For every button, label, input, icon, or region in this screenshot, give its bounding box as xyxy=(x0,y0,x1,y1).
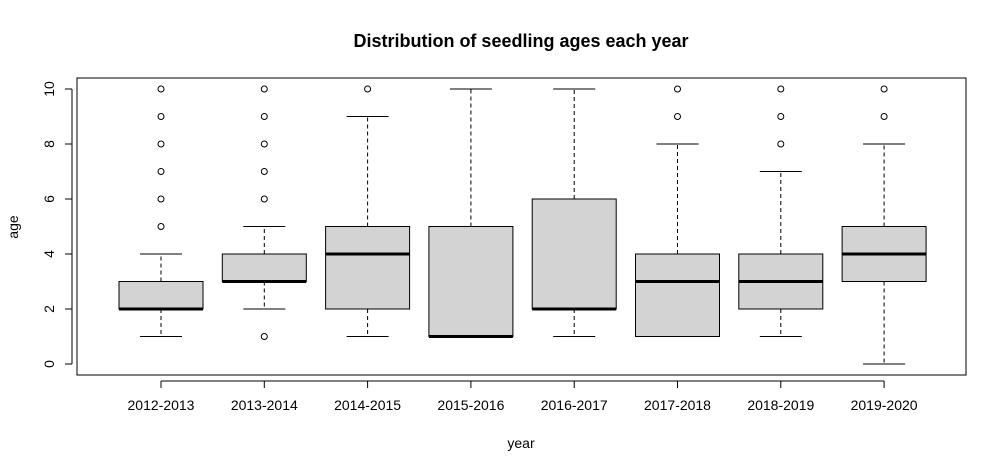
box-2012-2013 xyxy=(118,85,204,337)
outlier-point xyxy=(777,140,785,148)
outlier-point xyxy=(260,85,268,93)
plot-frame xyxy=(76,77,967,376)
iqr-box xyxy=(531,198,617,310)
x-tick-label-2016-2017: 2016-2017 xyxy=(541,397,608,413)
y-axis-label: age xyxy=(5,215,21,239)
outlier-point xyxy=(157,223,165,230)
outlier-point xyxy=(157,140,165,148)
x-axis: 2012-2013 2013-2014 2014-2015 2015-2016 2016… xyxy=(128,380,918,413)
box-2015-2016 xyxy=(428,88,514,338)
iqr-box xyxy=(325,226,411,310)
outlier-point xyxy=(674,85,681,93)
outlier-point xyxy=(260,168,268,175)
outlier-point xyxy=(157,85,165,93)
x-axis-label: year xyxy=(507,435,535,451)
outlier-point xyxy=(674,113,681,120)
boxes-layer xyxy=(118,85,927,365)
box-2014-2015 xyxy=(325,85,411,337)
iqr-box xyxy=(221,253,307,282)
box-2019-2020 xyxy=(841,85,927,365)
y-tick-label-4: 4 xyxy=(41,250,57,258)
outlier-point xyxy=(260,195,268,203)
iqr-box xyxy=(428,226,514,337)
iqr-box xyxy=(118,281,204,310)
x-tick-label-2014-2015: 2014-2015 xyxy=(334,397,401,413)
outlier-point xyxy=(880,113,888,120)
y-tick-label-0: 0 xyxy=(41,360,57,368)
y-tick-label-10: 10 xyxy=(41,81,57,97)
outlier-point xyxy=(157,195,165,203)
box-2013-2014 xyxy=(221,85,307,340)
outlier-point xyxy=(157,113,165,120)
x-tick-label-2018-2019: 2018-2019 xyxy=(747,397,814,413)
outlier-point xyxy=(260,113,268,120)
outlier-point xyxy=(364,85,372,93)
iqr-box xyxy=(635,253,720,337)
y-axis: 0 2 4 6 8 10 xyxy=(41,81,73,368)
box-2017-2018 xyxy=(635,85,720,337)
y-tick-label-2: 2 xyxy=(41,305,57,313)
x-tick-label-2013-2014: 2013-2014 xyxy=(231,397,298,413)
box-2018-2019 xyxy=(738,85,824,337)
y-tick-label-6: 6 xyxy=(41,195,57,203)
box-2016-2017 xyxy=(531,88,617,337)
chart-title: Distribution of seedling ages each year xyxy=(353,31,688,51)
outlier-point xyxy=(260,333,268,340)
x-tick-label-2017-2018: 2017-2018 xyxy=(644,397,711,413)
x-tick-label-2019-2020: 2019-2020 xyxy=(851,397,918,413)
x-tick-label-2012-2013: 2012-2013 xyxy=(128,397,195,413)
y-tick-label-8: 8 xyxy=(41,140,57,148)
outlier-point xyxy=(880,85,888,93)
outlier-point xyxy=(777,85,785,93)
outlier-point xyxy=(157,168,165,175)
outlier-point xyxy=(260,140,268,148)
x-tick-label-2015-2016: 2015-2016 xyxy=(437,397,504,413)
outlier-point xyxy=(777,113,785,120)
